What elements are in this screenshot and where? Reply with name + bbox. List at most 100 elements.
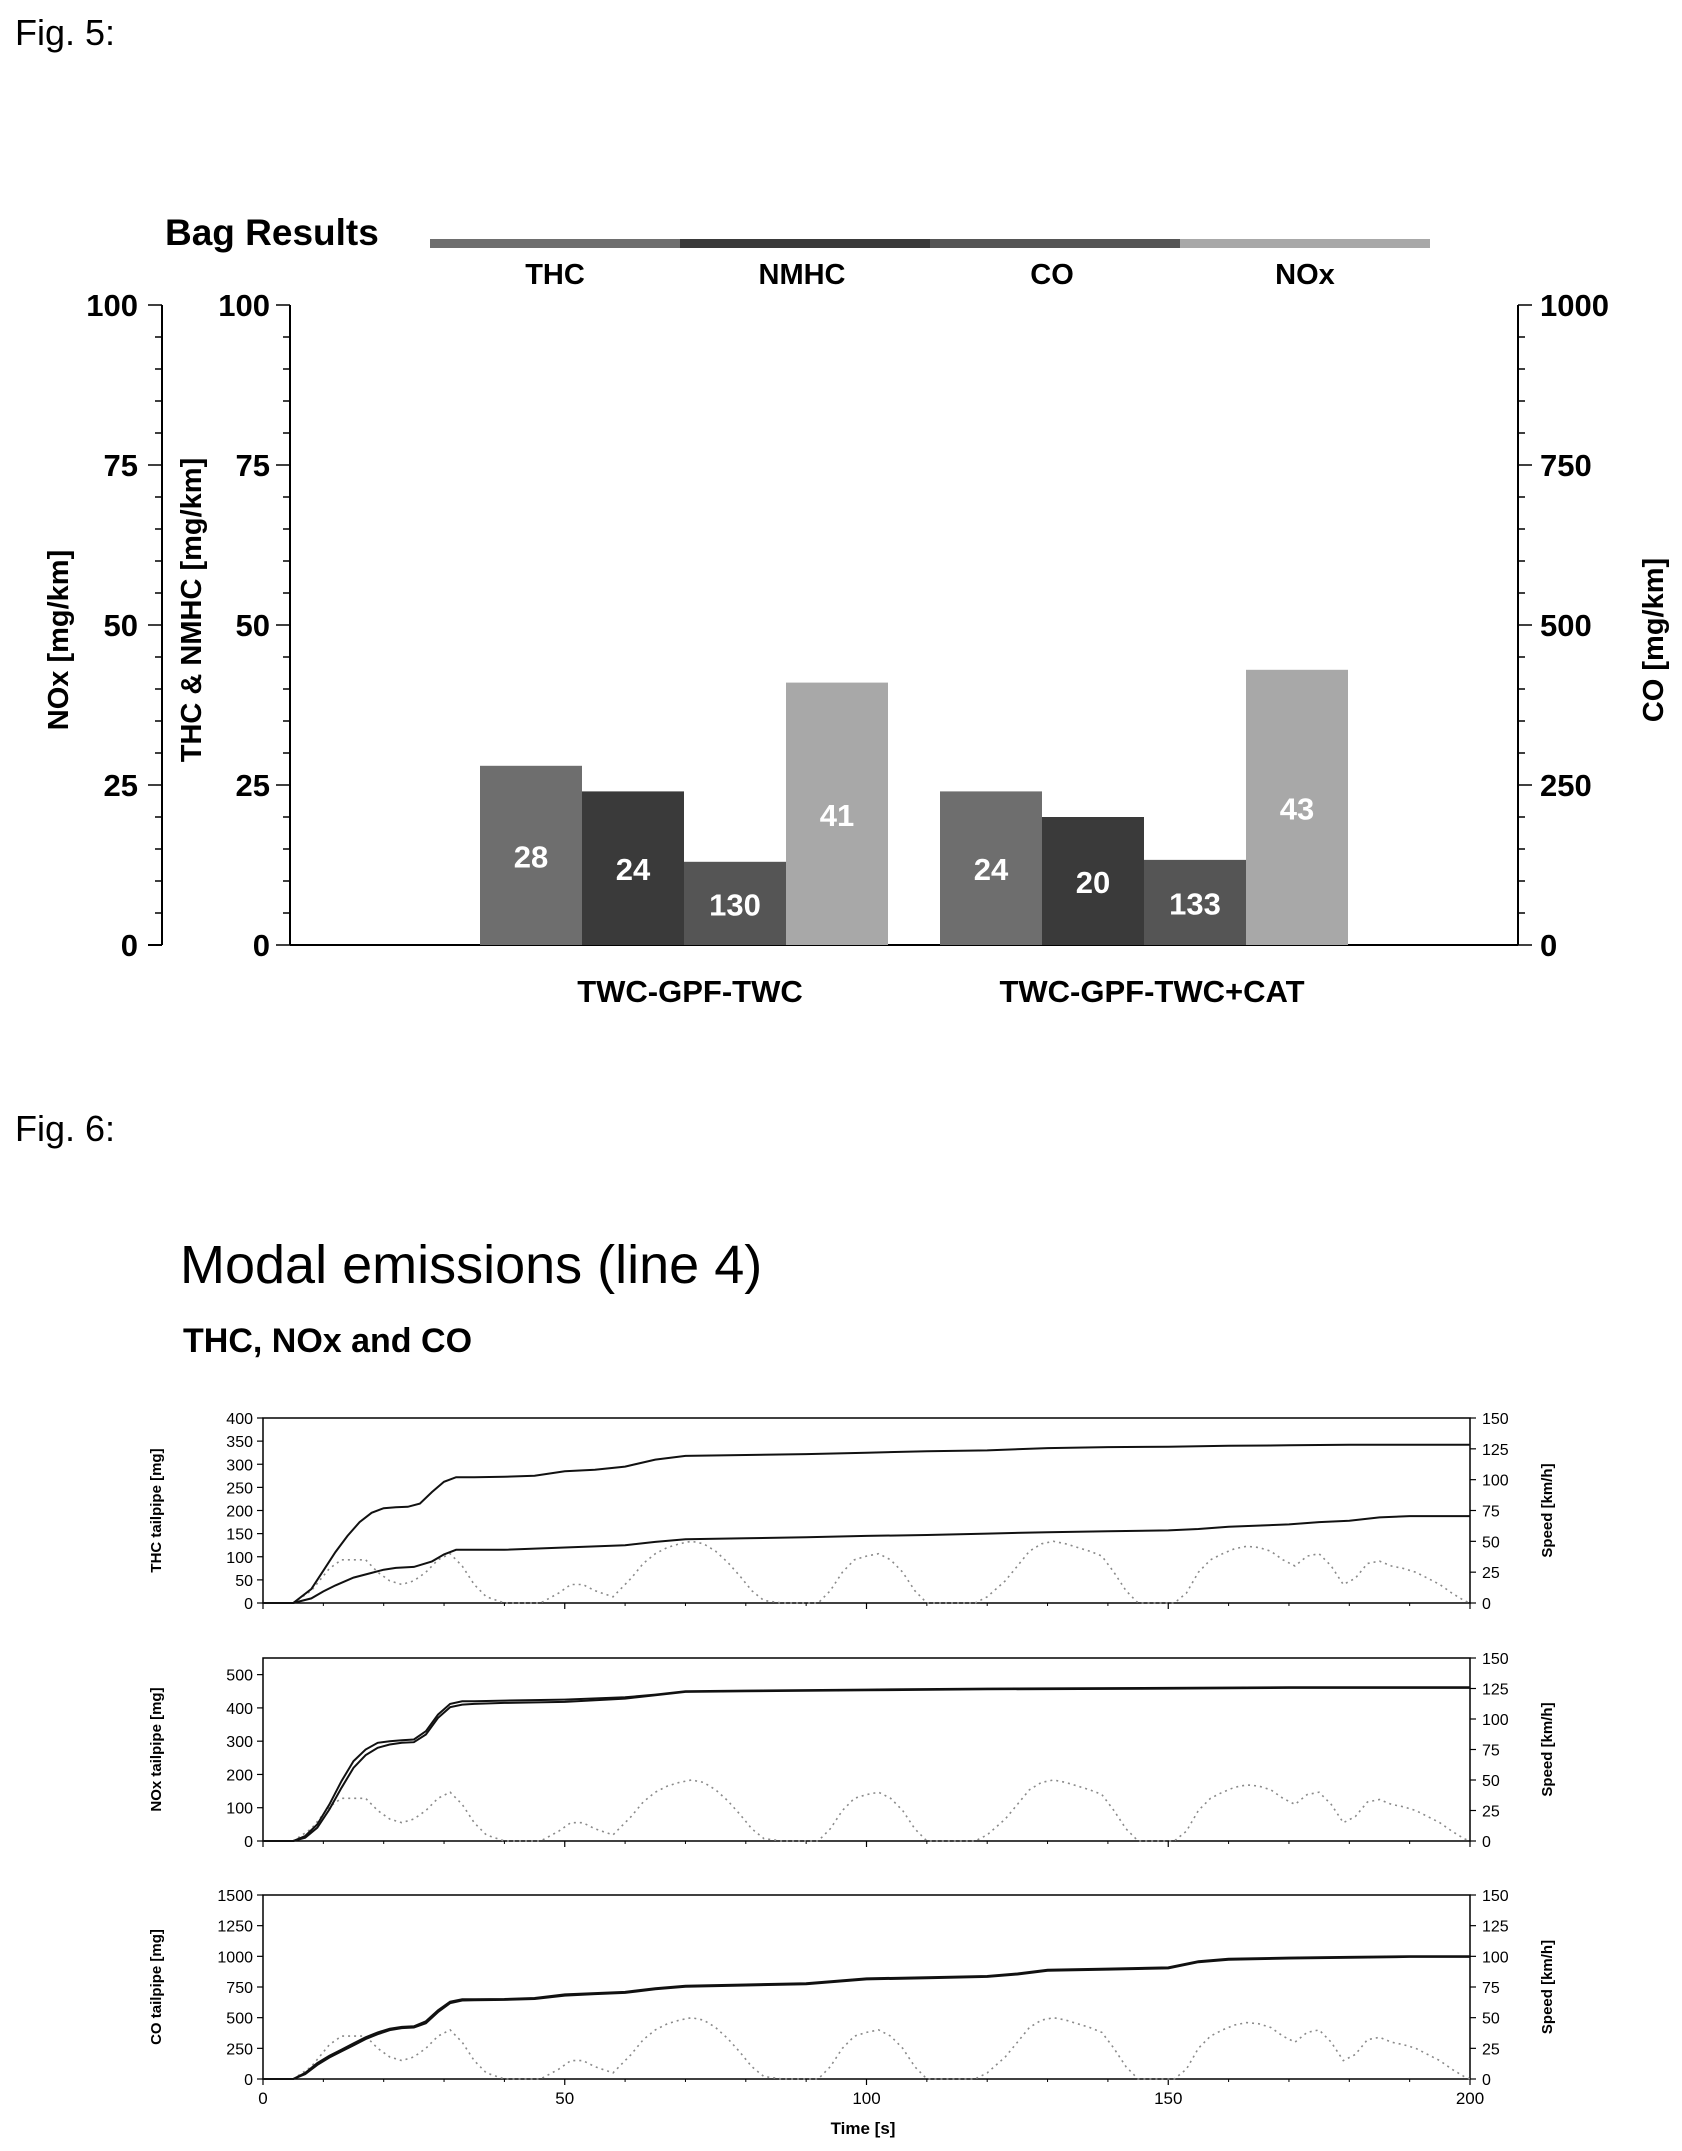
tick-label-right: 100 [1482,1473,1509,1490]
emission-line-1 [263,1955,1470,2080]
panel-2: 0 100 200 300 400 500 0 25 50 75 100 125 150 NOx tail… [148,1651,1556,1851]
tick-label-x: 0 [258,2089,267,2108]
tick-label-left: 0 [244,1834,253,1851]
tick-label-left: 0 [244,2072,253,2089]
tick-label-thc: 50 [236,608,270,643]
tick-label-right: 0 [1482,2072,1491,2089]
tick-label-left: 500 [226,1668,253,1685]
tick-label-left: 250 [226,1480,253,1497]
tick-label-nox: 50 [104,608,138,643]
tick-label-left: 200 [226,1504,253,1521]
bar-co-2 [1144,859,1246,945]
emission-line-2 [263,1515,1470,1604]
data-label: 130 [709,887,761,922]
tick-label-left: 0 [244,1596,253,1613]
data-label: 28 [514,839,548,874]
tick-label-x: 50 [555,2089,574,2108]
modal-panels: 0501001502002503003504000255075100125150… [148,1411,1556,2108]
tick-label-nox: 100 [86,288,138,323]
tick-label-thc: 75 [236,448,270,483]
tick-label-left: 750 [226,1980,253,1997]
ylabel-panel: CO tailpipe [mg] [148,1929,165,2045]
ylabel-nox: NOx [mg/km] [43,550,75,730]
tick-label-right: 100 [1482,1949,1509,1966]
modal-subtitle: THC, NOx and CO [183,1322,472,1360]
tick-label-right: 75 [1482,1504,1500,1521]
ylabel-panel: THC tailpipe [mg] [148,1448,165,1572]
tick-label-right: 25 [1482,2041,1500,2058]
tick-label-right: 25 [1482,1565,1500,1582]
tick-label-right: 100 [1482,1712,1509,1729]
legend-label-thc: THC [525,259,585,291]
category-label: TWC-GPF-TWC+CAT [999,974,1304,1009]
ylabel-speed: Speed [km/h] [1539,1940,1556,2034]
tick-label-co: 0 [1540,928,1557,963]
legend-label-nmhc: NMHC [759,259,846,291]
bag-results-title: Bag Results [165,212,379,253]
speed-line [263,1540,1471,1604]
panel-frame [262,1894,1471,2080]
data-label: 24 [974,852,1009,887]
legend-label-nox: NOx [1275,259,1335,291]
bar-nox-1 [786,682,888,945]
tick-label-left: 300 [226,1457,253,1474]
category-label: TWC-GPF-TWC [577,974,803,1009]
tick-label-right: 125 [1482,1442,1509,1459]
data-label: 133 [1169,886,1221,921]
legend-label-co: CO [1030,259,1074,291]
legend-swatch-nmhc [680,239,930,248]
legend-swatch-thc [430,239,680,248]
tick-label-right: 50 [1482,1773,1500,1790]
bar-nmhc-2 [1042,817,1144,945]
panel-3: 02505007501000125015000255075100125150CO… [148,1888,1556,2108]
tick-label-right: 50 [1482,2011,1500,2028]
tick-label-right: 150 [1482,1411,1509,1428]
bar-nmhc-1 [582,791,684,945]
tick-label-thc: 25 [236,768,270,803]
tick-label-right: 125 [1482,1919,1509,1936]
ylabel-co: CO [mg/km] [1638,558,1670,722]
x-axis-label: Time [s] [831,2119,896,2138]
tick-label-right: 25 [1482,1804,1500,1821]
tick-label-left: 100 [226,1801,253,1818]
emission-line-2 [263,1955,1470,2080]
data-label: 24 [616,852,651,887]
tick-label-right: 75 [1482,1980,1500,1997]
data-label: 20 [1076,865,1110,900]
tick-label-co: 250 [1540,768,1592,803]
speed-line [263,1779,1471,1842]
tick-label-x: 150 [1154,2089,1182,2108]
ylabel-thc-nmhc: THC & NMHC [mg/km] [176,458,208,763]
tick-label-x: 200 [1456,2089,1484,2108]
emission-line-1 [263,1686,1470,1842]
tick-label-right: 0 [1482,1834,1491,1851]
bar-co-1 [684,861,786,945]
ylabel-speed: Speed [km/h] [1539,1463,1556,1557]
tick-label-left: 400 [226,1411,253,1428]
tick-label-right: 150 [1482,1888,1509,1905]
data-label: 41 [820,798,854,833]
tick-label-left: 350 [226,1434,253,1451]
panel-frame [262,1657,1471,1842]
tick-label-nox: 0 [121,928,138,963]
tick-label-right: 150 [1482,1651,1509,1668]
speed-line [263,2016,1471,2080]
tick-label-co: 1000 [1540,288,1609,323]
modal-emissions-chart: Modal emissions (line 4) THC, NOx and CO… [148,1235,1556,2138]
tick-label-left: 1250 [217,1919,253,1936]
tick-label-right: 0 [1482,1596,1491,1613]
bar-thc-2 [940,791,1042,945]
tick-label-left: 300 [226,1734,253,1751]
tick-label-left: 200 [226,1767,253,1784]
legend-swatch-nox [1180,239,1430,248]
tick-label-thc: 100 [218,288,270,323]
tick-label-left: 250 [226,2041,253,2058]
bar-thc-1 [480,765,582,945]
tick-label-left: 1000 [217,1949,253,1966]
bag-results-chart: Bag Results THC NMHC CO NOx 0 0 25 25 50 50 75 75 1… [43,212,1670,1009]
tick-label-right: 50 [1482,1534,1500,1551]
bar-nox-2 [1246,669,1348,945]
tick-label-x: 100 [852,2089,880,2108]
tick-label-left: 100 [226,1550,253,1567]
